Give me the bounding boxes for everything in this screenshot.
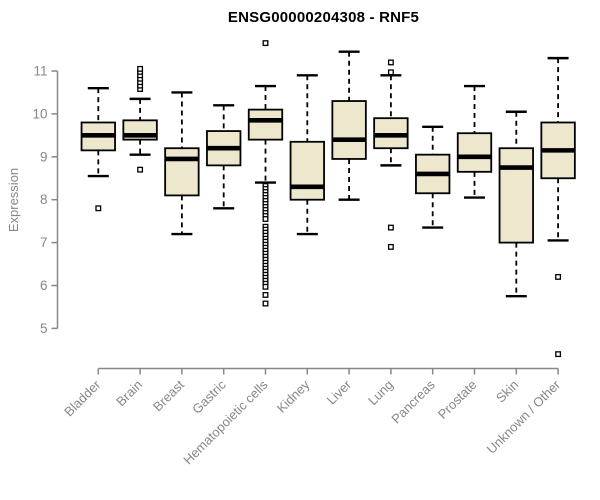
- outlier-point: [555, 351, 562, 358]
- box-prostate: [456, 84, 493, 199]
- iqr-box: [247, 108, 284, 141]
- box-lung: [373, 59, 409, 250]
- y-tick-label: 5: [40, 321, 48, 336]
- box-brain: [122, 65, 158, 173]
- box-liver: [331, 50, 367, 201]
- x-tick-label: Prostate: [435, 377, 480, 422]
- x-tick-label: Skin: [493, 377, 521, 405]
- y-axis-title: Expression: [6, 167, 21, 233]
- box-unknown-other: [540, 56, 576, 358]
- iqr-box: [456, 132, 493, 173]
- box-skin: [498, 110, 534, 298]
- iqr-box: [164, 147, 200, 197]
- outlier-point: [262, 283, 269, 290]
- outlier-point: [95, 205, 102, 212]
- x-tick-label: Gastric: [189, 377, 229, 417]
- outlier-point: [262, 40, 269, 47]
- outlier-point: [262, 300, 269, 307]
- x-tick-label: Kidney: [274, 377, 313, 416]
- chart-title: ENSG00000204308 - RNF5: [227, 9, 420, 26]
- y-tick-label: 6: [40, 278, 48, 293]
- outlier-point: [387, 69, 394, 76]
- iqr-box: [331, 100, 367, 160]
- box-pancreas: [415, 125, 451, 229]
- outlier-point: [387, 243, 394, 250]
- iqr-box: [289, 140, 325, 201]
- box-bladder: [80, 86, 116, 212]
- iqr-box: [498, 147, 534, 244]
- x-tick-label: Brain: [113, 377, 145, 409]
- box-breast: [164, 91, 200, 236]
- outlier-point: [262, 291, 269, 298]
- x-tick-label: Bladder: [61, 377, 104, 420]
- outlier-point: [137, 65, 144, 72]
- x-tick-label: Pancreas: [388, 377, 438, 427]
- y-tick-label: 7: [40, 235, 48, 250]
- y-tick-label: 10: [32, 106, 47, 121]
- outlier-point: [555, 273, 562, 280]
- box-gastric: [206, 104, 242, 210]
- outlier-point: [262, 216, 269, 222]
- x-tick-label: Liver: [324, 377, 355, 408]
- y-tick-label: 9: [40, 149, 48, 164]
- x-tick-label: Unknown / Other: [484, 377, 564, 457]
- outlier-point: [387, 224, 394, 231]
- y-axis: 5 6 7 8 9 10 11: [32, 64, 59, 336]
- box-kidney: [289, 74, 325, 236]
- y-tick-label: 8: [40, 192, 48, 207]
- box-hematopoietic-cells: [247, 40, 284, 307]
- x-tick-label: Lung: [365, 377, 396, 408]
- y-tick-label: 11: [33, 64, 47, 79]
- outlier-point: [387, 59, 394, 66]
- outlier-point: [137, 166, 144, 173]
- x-tick-label: Breast: [150, 377, 187, 414]
